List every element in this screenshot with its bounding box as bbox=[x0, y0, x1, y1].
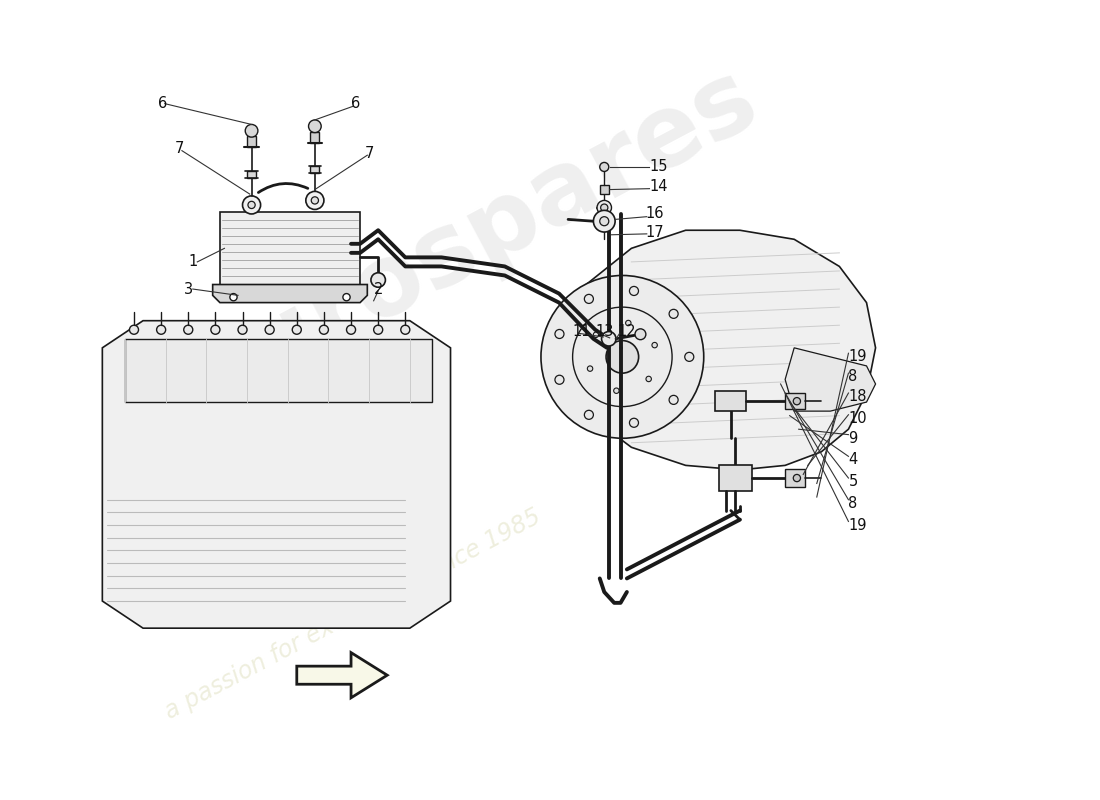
Circle shape bbox=[245, 125, 257, 137]
Circle shape bbox=[626, 320, 631, 326]
Circle shape bbox=[541, 275, 704, 438]
Text: 2: 2 bbox=[374, 282, 383, 297]
Text: 3: 3 bbox=[184, 282, 192, 297]
Polygon shape bbox=[212, 285, 367, 302]
Circle shape bbox=[614, 388, 619, 394]
Circle shape bbox=[601, 204, 608, 211]
Text: 13: 13 bbox=[595, 324, 614, 339]
Text: 5: 5 bbox=[848, 474, 858, 489]
Polygon shape bbox=[785, 348, 876, 411]
Circle shape bbox=[669, 395, 678, 405]
Circle shape bbox=[584, 294, 593, 303]
Bar bbox=[248, 170, 256, 178]
Bar bbox=[719, 466, 751, 490]
Polygon shape bbox=[297, 653, 387, 698]
Text: 7: 7 bbox=[364, 146, 374, 161]
Text: 10: 10 bbox=[848, 411, 867, 426]
Circle shape bbox=[669, 310, 678, 318]
Circle shape bbox=[635, 329, 646, 340]
Circle shape bbox=[646, 376, 651, 382]
Polygon shape bbox=[102, 321, 451, 628]
Text: 11: 11 bbox=[573, 324, 591, 339]
Text: 1: 1 bbox=[188, 254, 198, 270]
Circle shape bbox=[156, 326, 166, 334]
Bar bbox=[125, 338, 432, 402]
Circle shape bbox=[600, 217, 608, 226]
Circle shape bbox=[248, 202, 255, 209]
Circle shape bbox=[211, 326, 220, 334]
Circle shape bbox=[554, 375, 564, 384]
Circle shape bbox=[593, 210, 615, 232]
Bar bbox=[310, 166, 319, 174]
Text: 15: 15 bbox=[649, 159, 668, 174]
Circle shape bbox=[629, 418, 638, 427]
Circle shape bbox=[343, 294, 350, 301]
Circle shape bbox=[629, 286, 638, 295]
Bar bbox=[248, 136, 256, 147]
Text: 4: 4 bbox=[848, 453, 858, 467]
Circle shape bbox=[130, 326, 139, 334]
Circle shape bbox=[554, 330, 564, 338]
Circle shape bbox=[306, 191, 323, 210]
Circle shape bbox=[374, 326, 383, 334]
Text: 18: 18 bbox=[848, 389, 867, 404]
Circle shape bbox=[308, 120, 321, 133]
Text: 6: 6 bbox=[351, 96, 361, 111]
Circle shape bbox=[346, 326, 355, 334]
Text: 19: 19 bbox=[848, 350, 867, 364]
Text: 12: 12 bbox=[618, 324, 637, 339]
Text: 6: 6 bbox=[157, 96, 167, 111]
Circle shape bbox=[238, 326, 248, 334]
Text: 9: 9 bbox=[848, 430, 858, 446]
Circle shape bbox=[606, 341, 639, 373]
Bar bbox=[785, 469, 805, 487]
Bar bbox=[310, 132, 319, 142]
Circle shape bbox=[311, 197, 319, 204]
Circle shape bbox=[793, 398, 801, 405]
Circle shape bbox=[265, 326, 274, 334]
Text: eurospares: eurospares bbox=[170, 50, 773, 432]
Text: 16: 16 bbox=[645, 206, 663, 222]
Circle shape bbox=[230, 294, 238, 301]
Circle shape bbox=[587, 366, 593, 371]
Circle shape bbox=[242, 196, 261, 214]
Text: 8: 8 bbox=[848, 496, 858, 511]
Circle shape bbox=[597, 201, 612, 215]
Circle shape bbox=[600, 162, 608, 171]
Text: 8: 8 bbox=[848, 370, 858, 384]
Bar bbox=[715, 391, 746, 411]
Polygon shape bbox=[582, 230, 876, 470]
Circle shape bbox=[319, 326, 329, 334]
Text: 19: 19 bbox=[848, 518, 867, 533]
Circle shape bbox=[793, 474, 801, 482]
Circle shape bbox=[584, 410, 593, 419]
Circle shape bbox=[184, 326, 192, 334]
Text: a passion for excellence since 1985: a passion for excellence since 1985 bbox=[161, 504, 546, 724]
Circle shape bbox=[371, 273, 385, 287]
Text: 14: 14 bbox=[649, 179, 668, 194]
Circle shape bbox=[593, 332, 598, 338]
Text: 7: 7 bbox=[175, 142, 184, 156]
Bar bbox=[785, 393, 805, 410]
Circle shape bbox=[400, 326, 410, 334]
Circle shape bbox=[602, 331, 616, 346]
Circle shape bbox=[652, 342, 658, 348]
Bar bbox=[220, 212, 360, 285]
Bar bbox=[600, 185, 608, 194]
Circle shape bbox=[684, 352, 694, 362]
Circle shape bbox=[293, 326, 301, 334]
Text: 17: 17 bbox=[645, 225, 663, 239]
